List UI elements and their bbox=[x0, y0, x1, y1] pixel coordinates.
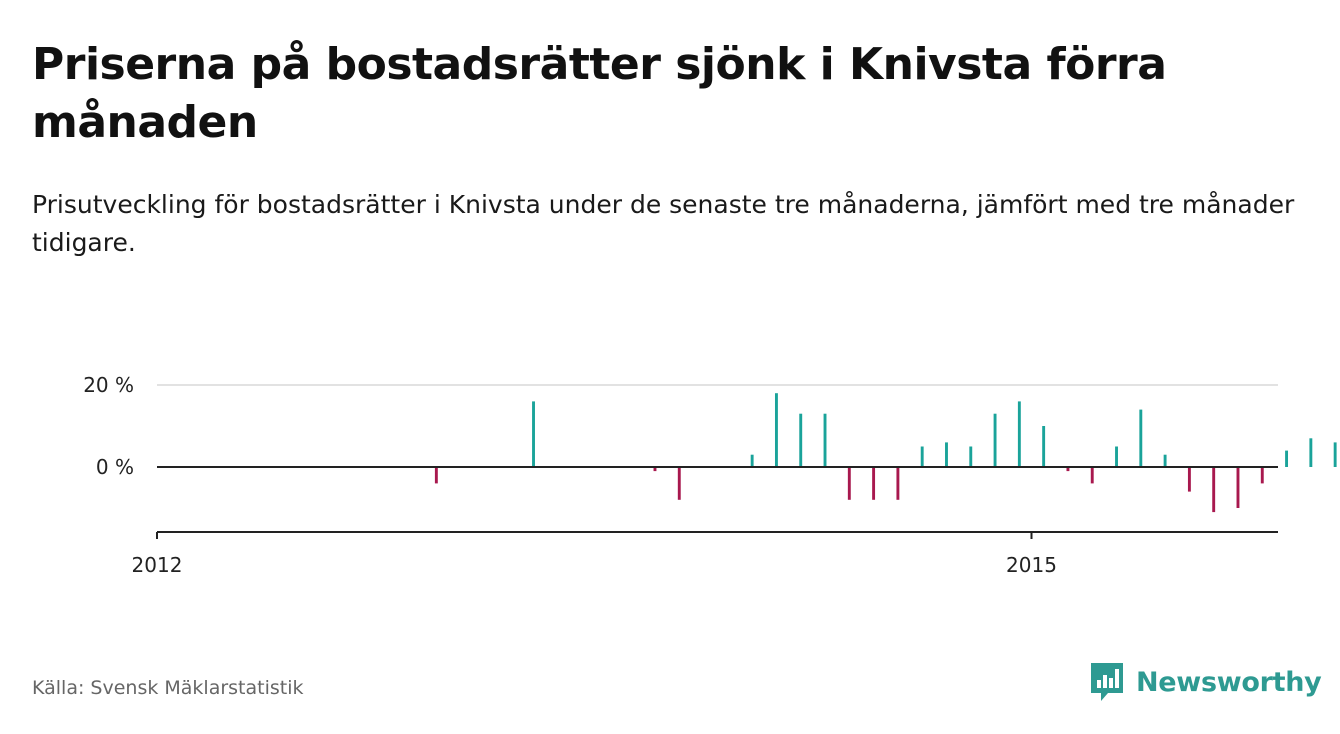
bar bbox=[945, 442, 948, 467]
bar bbox=[1212, 467, 1216, 513]
bars bbox=[434, 393, 1337, 513]
bar bbox=[969, 446, 973, 467]
bar bbox=[1066, 467, 1070, 472]
bar bbox=[872, 467, 876, 500]
x-tick-label: 2015 bbox=[1006, 553, 1057, 577]
chart-subtitle: Prisutveckling för bostadsrätter i Knivs… bbox=[32, 190, 1295, 257]
brand-logo: Newsworthy bbox=[1088, 660, 1322, 704]
bar bbox=[1333, 442, 1337, 467]
bar bbox=[1285, 450, 1289, 467]
bar bbox=[750, 454, 754, 467]
brand-name: Newsworthy bbox=[1136, 666, 1322, 698]
newsworthy-icon bbox=[1091, 663, 1123, 701]
bar bbox=[1236, 467, 1240, 508]
bar bbox=[847, 467, 851, 500]
bar bbox=[653, 467, 657, 472]
y-tick-label: 0 % bbox=[96, 455, 134, 479]
x-tick-label: 2012 bbox=[132, 553, 183, 577]
bar bbox=[774, 393, 778, 467]
bar bbox=[1163, 454, 1167, 467]
bar bbox=[896, 467, 900, 500]
bar bbox=[1139, 409, 1143, 467]
bar bbox=[1115, 446, 1118, 467]
bar bbox=[1042, 426, 1046, 467]
tick-labels: 0 %20 %20122015201820212023−4 % bbox=[83, 373, 1057, 577]
bar bbox=[993, 413, 997, 467]
bar bbox=[532, 401, 535, 467]
bar bbox=[1187, 467, 1191, 492]
y-tick-label: 20 % bbox=[83, 373, 134, 397]
bar bbox=[1260, 467, 1264, 484]
bar-chart: 0 %20 %20122015201820212023−4 % bbox=[83, 373, 1337, 577]
chart-title: Priserna på bostadsrätter sjönk i Knivst… bbox=[32, 39, 1167, 148]
bar bbox=[1017, 401, 1021, 467]
bar bbox=[823, 413, 827, 467]
bar bbox=[1309, 438, 1313, 467]
bar bbox=[799, 413, 803, 467]
source-note: Källa: Svensk Mäklarstatistik bbox=[32, 677, 304, 699]
bar bbox=[434, 467, 438, 484]
bar bbox=[677, 467, 681, 500]
axes bbox=[156, 466, 1278, 539]
bar bbox=[920, 446, 924, 467]
bar bbox=[1090, 467, 1094, 484]
